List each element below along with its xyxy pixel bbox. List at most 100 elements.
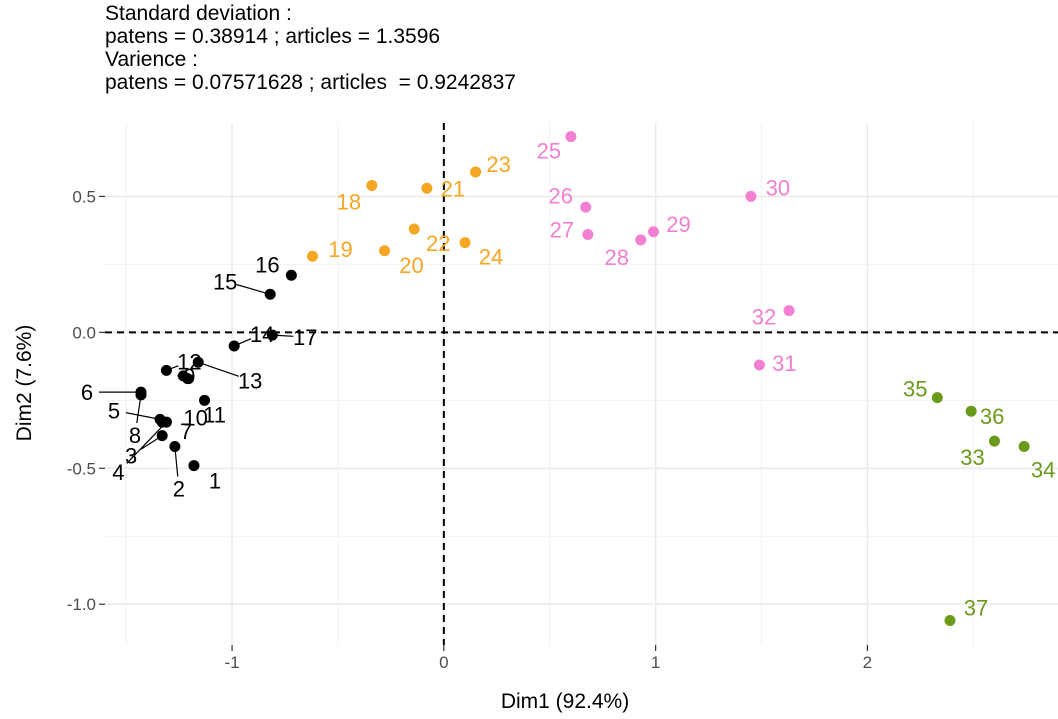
data-point — [965, 405, 977, 417]
y-tick-label: 0.0 — [72, 323, 96, 342]
point-label: 31 — [772, 351, 796, 376]
data-point — [408, 223, 420, 235]
title-line-1: Standard deviation : — [105, 2, 292, 25]
y-tick-label: -0.5 — [67, 459, 96, 478]
point-label: 18 — [337, 190, 361, 215]
data-point — [266, 329, 278, 341]
point-label: 1 — [209, 469, 221, 494]
data-point — [944, 615, 956, 627]
point-label: 29 — [666, 212, 690, 237]
data-point — [160, 364, 172, 376]
x-axis-label: Dim1 (92.4%) — [501, 690, 629, 713]
point-label: 28 — [605, 245, 629, 270]
point-label: 23 — [486, 152, 510, 177]
label-leader-line — [202, 363, 240, 377]
data-point — [135, 389, 147, 401]
point-label: 10 — [183, 406, 207, 431]
data-point — [379, 245, 391, 257]
label-leader-line — [238, 338, 252, 345]
data-point — [285, 269, 297, 281]
point-label: 15 — [213, 269, 237, 294]
chart-title-block: Standard deviation : patens = 0.38914 ; … — [105, 2, 516, 94]
point-label: 20 — [399, 253, 423, 278]
data-point — [988, 435, 1000, 447]
data-point — [1018, 441, 1030, 453]
data-point — [264, 288, 276, 300]
data-point — [459, 237, 471, 249]
data-point — [648, 226, 660, 238]
point-label: 32 — [752, 305, 776, 330]
data-points — [135, 131, 1030, 627]
point-label: 13 — [238, 368, 262, 393]
data-point — [188, 460, 200, 472]
data-point — [582, 228, 594, 240]
data-point — [169, 441, 181, 453]
data-point — [182, 373, 194, 385]
data-point — [745, 190, 757, 202]
data-point — [421, 182, 433, 194]
x-tick-label: 2 — [863, 653, 872, 672]
point-label: 37 — [964, 596, 988, 621]
reference-lines — [105, 123, 1058, 645]
data-point — [783, 305, 795, 317]
point-label: 19 — [328, 237, 352, 262]
data-point — [199, 394, 211, 406]
point-label: 34 — [1031, 458, 1055, 483]
point-label: 36 — [980, 404, 1004, 429]
label-leader-lines — [99, 284, 294, 477]
y-axis-label: Dim2 (7.6%) — [13, 325, 36, 442]
label-leader-line — [125, 412, 156, 419]
data-point — [307, 250, 319, 262]
point-label: 6 — [81, 380, 93, 405]
point-label: 8 — [129, 423, 141, 448]
point-label: 21 — [441, 176, 465, 201]
point-label: 2 — [173, 477, 185, 502]
x-tick-label: -1 — [225, 653, 240, 672]
data-point — [228, 340, 240, 352]
point-label: 30 — [766, 175, 790, 200]
point-label: 26 — [548, 183, 572, 208]
axis-ticks: -1 0 1 2-1.0-0.50.00.5 — [67, 187, 872, 672]
label-leader-line — [277, 334, 294, 337]
point-label: 22 — [426, 231, 450, 256]
point-label: 7 — [180, 419, 192, 444]
data-point — [753, 359, 765, 371]
point-label: 5 — [108, 398, 120, 423]
label-leader-line — [236, 284, 266, 294]
point-label: 35 — [903, 377, 927, 402]
point-label: 17 — [293, 325, 317, 350]
point-label: 33 — [960, 445, 984, 470]
label-leader-line — [136, 399, 141, 424]
data-point — [366, 180, 378, 192]
point-label: 16 — [255, 252, 279, 277]
title-line-2: patens = 0.38914 ; articles = 1.3596 — [105, 25, 441, 48]
point-label: 24 — [479, 245, 503, 270]
data-point — [931, 392, 943, 404]
point-label: 4 — [112, 460, 124, 485]
point-label: 25 — [537, 139, 561, 164]
data-point — [470, 166, 482, 178]
point-label: 11 — [203, 402, 226, 427]
title-line-3: Varience : — [105, 48, 198, 71]
point-label: 14 — [250, 322, 274, 347]
data-point — [580, 201, 592, 213]
point-label: 3 — [125, 444, 137, 469]
x-tick-label: 1 — [651, 653, 660, 672]
y-tick-label: -1.0 — [67, 595, 96, 614]
label-leader-line — [170, 365, 179, 370]
data-point — [635, 234, 647, 246]
label-leader-line — [140, 437, 159, 450]
point-label: 12 — [177, 349, 201, 374]
label-leader-line — [126, 425, 164, 464]
y-tick-label: 0.5 — [72, 187, 96, 206]
title-line-4: patens = 0.07571628 ; articles = 0.92428… — [105, 71, 516, 94]
label-leader-line — [174, 451, 179, 477]
data-point — [156, 416, 168, 428]
x-tick-label: 0 — [439, 653, 448, 672]
point-label: 27 — [550, 217, 574, 242]
data-point — [192, 356, 204, 368]
data-point — [156, 430, 168, 442]
point-labels: 1234567891011121314151617181920212223242… — [81, 139, 1055, 621]
point-label: 9 — [183, 364, 195, 389]
